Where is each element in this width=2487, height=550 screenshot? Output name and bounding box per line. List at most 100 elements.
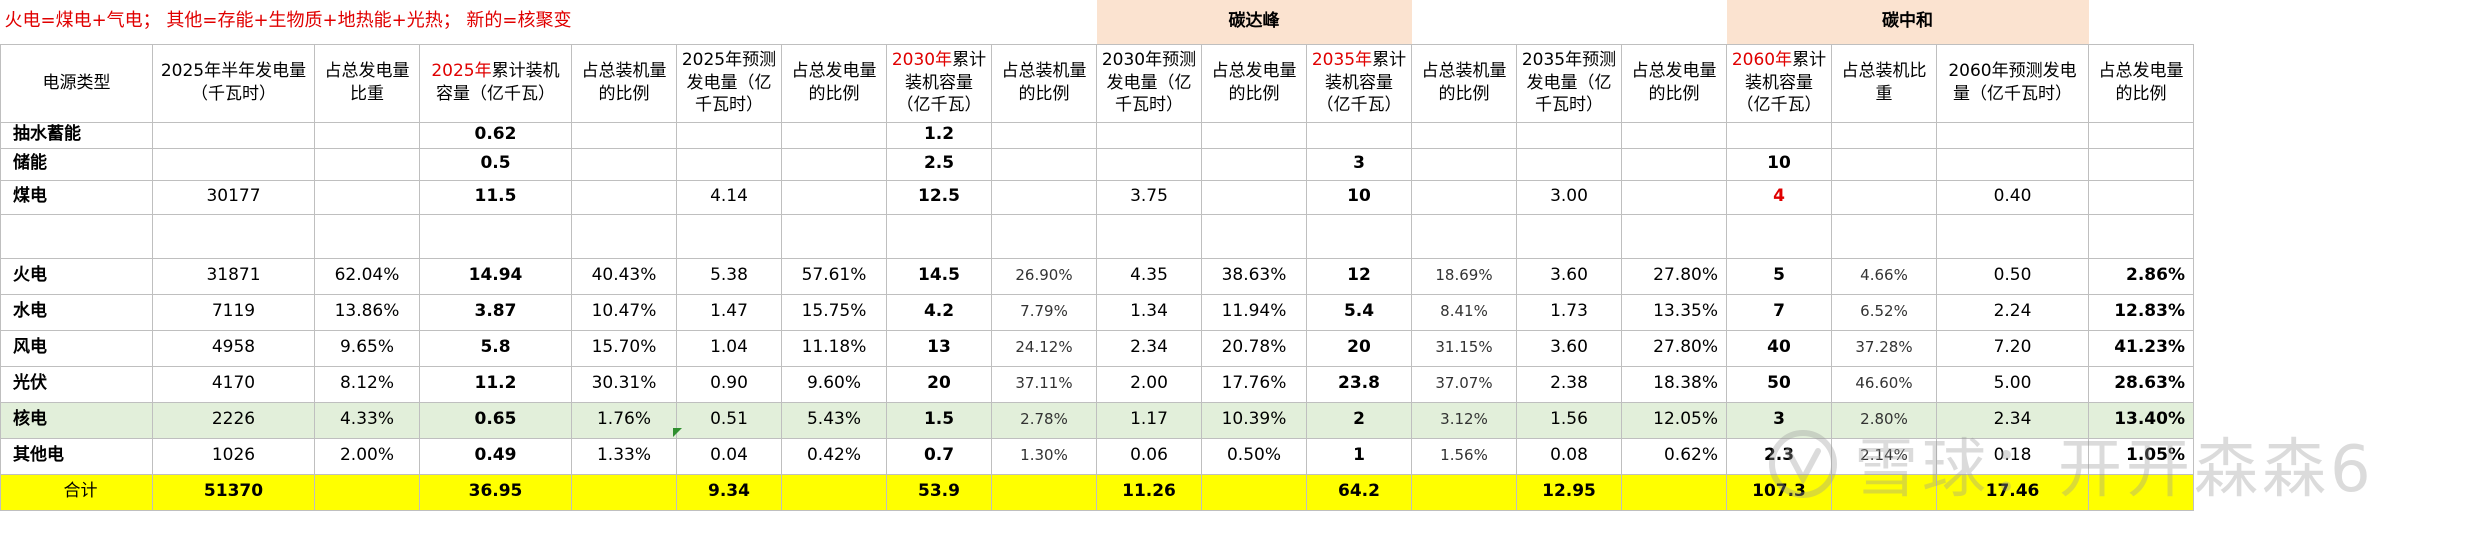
table-cell[interactable]: 17.76% xyxy=(1201,365,1307,403)
table-cell[interactable]: 0.49 xyxy=(419,437,572,475)
table-cell[interactable]: 5.38 xyxy=(676,257,782,295)
table-cell[interactable]: 28.63% xyxy=(2088,365,2194,403)
table-cell[interactable]: 11.2 xyxy=(419,365,572,403)
table-cell[interactable]: 15.75% xyxy=(781,293,887,331)
table-cell[interactable] xyxy=(1516,147,1622,181)
header-col-11[interactable]: 2035年累计装机容量（亿千瓦） xyxy=(1306,43,1412,123)
table-cell[interactable]: 8.41% xyxy=(1411,293,1517,331)
table-cell[interactable] xyxy=(1306,213,1412,259)
table-cell[interactable]: 31.15% xyxy=(1411,329,1517,367)
table-cell[interactable]: 0.62 xyxy=(419,121,572,149)
table-cell[interactable]: 9.65% xyxy=(314,329,420,367)
table-cell[interactable]: 9.34 xyxy=(676,473,782,511)
row-label[interactable]: 储能 xyxy=(0,147,153,181)
table-cell[interactable]: 2226 xyxy=(152,401,315,439)
table-cell[interactable] xyxy=(2088,473,2194,511)
table-cell[interactable]: 4.14 xyxy=(676,179,782,215)
table-cell[interactable]: 12.83% xyxy=(2088,293,2194,331)
table-cell[interactable] xyxy=(1726,213,1832,259)
table-cell[interactable] xyxy=(571,147,677,181)
row-label[interactable] xyxy=(0,213,153,259)
table-cell[interactable]: 1.47 xyxy=(676,293,782,331)
table-cell[interactable]: 3.00 xyxy=(1516,179,1622,215)
table-cell[interactable]: 3.60 xyxy=(1516,329,1622,367)
header-col-3[interactable]: 2025年累计装机容量（亿千瓦） xyxy=(419,43,572,123)
table-cell[interactable]: 1.56 xyxy=(1516,401,1622,439)
header-col-18[interactable]: 占总发电量的比例 xyxy=(2088,43,2194,123)
table-cell[interactable]: 2.3 xyxy=(1726,437,1832,475)
table-cell[interactable]: 107.3 xyxy=(1726,473,1832,511)
table-cell[interactable]: 1 xyxy=(1306,437,1412,475)
table-cell[interactable] xyxy=(1411,473,1517,511)
table-cell[interactable]: 7.79% xyxy=(991,293,1097,331)
row-label[interactable]: 其他电 xyxy=(0,437,153,475)
table-cell[interactable]: 41.23% xyxy=(2088,329,2194,367)
table-cell[interactable]: 1.04 xyxy=(676,329,782,367)
table-cell[interactable]: 46.60% xyxy=(1831,365,1937,403)
table-cell[interactable] xyxy=(1831,147,1937,181)
table-cell[interactable]: 20 xyxy=(1306,329,1412,367)
table-cell[interactable]: 12.95 xyxy=(1516,473,1622,511)
table-cell[interactable] xyxy=(1096,147,1202,181)
table-cell[interactable]: 7119 xyxy=(152,293,315,331)
header-col-16[interactable]: 占总装机比重 xyxy=(1831,43,1937,123)
row-label[interactable]: 水电 xyxy=(0,293,153,331)
header-col-17[interactable]: 2060年预测发电量（亿千瓦时） xyxy=(1936,43,2089,123)
table-cell[interactable]: 5.8 xyxy=(419,329,572,367)
table-cell[interactable]: 0.50 xyxy=(1936,257,2089,295)
table-cell[interactable]: 3.75 xyxy=(1096,179,1202,215)
table-cell[interactable]: 17.46 xyxy=(1936,473,2089,511)
table-cell[interactable]: 11.5 xyxy=(419,179,572,215)
table-cell[interactable]: 23.8 xyxy=(1306,365,1412,403)
table-cell[interactable] xyxy=(991,213,1097,259)
milestone-carbon-peak[interactable]: 碳达峰 xyxy=(1096,0,1412,45)
table-cell[interactable] xyxy=(2088,179,2194,215)
table-cell[interactable]: 9.60% xyxy=(781,365,887,403)
table-cell[interactable]: 8.12% xyxy=(314,365,420,403)
table-cell[interactable]: 11.18% xyxy=(781,329,887,367)
table-cell[interactable]: 1.5 xyxy=(886,401,992,439)
table-cell[interactable] xyxy=(781,147,887,181)
table-cell[interactable] xyxy=(1831,179,1937,215)
row-label[interactable]: 合计 xyxy=(0,473,153,511)
table-cell[interactable]: 0.04 xyxy=(676,437,782,475)
table-cell[interactable] xyxy=(571,121,677,149)
header-col-15[interactable]: 2060年累计装机容量（亿千瓦） xyxy=(1726,43,1832,123)
table-cell[interactable] xyxy=(1831,473,1937,511)
table-cell[interactable]: 11.94% xyxy=(1201,293,1307,331)
table-cell[interactable]: 4170 xyxy=(152,365,315,403)
table-cell[interactable] xyxy=(1621,121,1727,149)
table-cell[interactable]: 2.14% xyxy=(1831,437,1937,475)
table-cell[interactable]: 57.61% xyxy=(781,257,887,295)
table-cell[interactable]: 5.00 xyxy=(1936,365,2089,403)
row-label[interactable]: 光伏 xyxy=(0,365,153,403)
header-col-13[interactable]: 2035年预测发电量（亿千瓦时） xyxy=(1516,43,1622,123)
table-cell[interactable]: 51370 xyxy=(152,473,315,511)
table-cell[interactable] xyxy=(1096,121,1202,149)
header-col-6[interactable]: 占总发电量的比例 xyxy=(781,43,887,123)
table-cell[interactable] xyxy=(1621,213,1727,259)
table-cell[interactable]: 62.04% xyxy=(314,257,420,295)
table-cell[interactable] xyxy=(2088,147,2194,181)
table-cell[interactable]: 1.76% xyxy=(571,401,677,439)
table-cell[interactable] xyxy=(991,179,1097,215)
table-cell[interactable] xyxy=(152,213,315,259)
table-cell[interactable]: 5.43% xyxy=(781,401,887,439)
table-cell[interactable]: 27.80% xyxy=(1621,257,1727,295)
table-cell[interactable] xyxy=(1831,121,1937,149)
table-cell[interactable]: 13.35% xyxy=(1621,293,1727,331)
table-cell[interactable]: 0.51 xyxy=(676,401,782,439)
table-cell[interactable]: 1026 xyxy=(152,437,315,475)
table-cell[interactable]: 13.86% xyxy=(314,293,420,331)
table-cell[interactable]: 4.2 xyxy=(886,293,992,331)
table-cell[interactable] xyxy=(1516,121,1622,149)
table-cell[interactable]: 1.17 xyxy=(1096,401,1202,439)
table-cell[interactable]: 26.90% xyxy=(991,257,1097,295)
table-cell[interactable]: 2.00 xyxy=(1096,365,1202,403)
table-cell[interactable] xyxy=(676,147,782,181)
table-cell[interactable]: 2 xyxy=(1306,401,1412,439)
table-cell[interactable] xyxy=(314,121,420,149)
header-category[interactable]: 电源类型 xyxy=(0,43,153,123)
table-cell[interactable]: 2.86% xyxy=(2088,257,2194,295)
table-cell[interactable]: 50 xyxy=(1726,365,1832,403)
